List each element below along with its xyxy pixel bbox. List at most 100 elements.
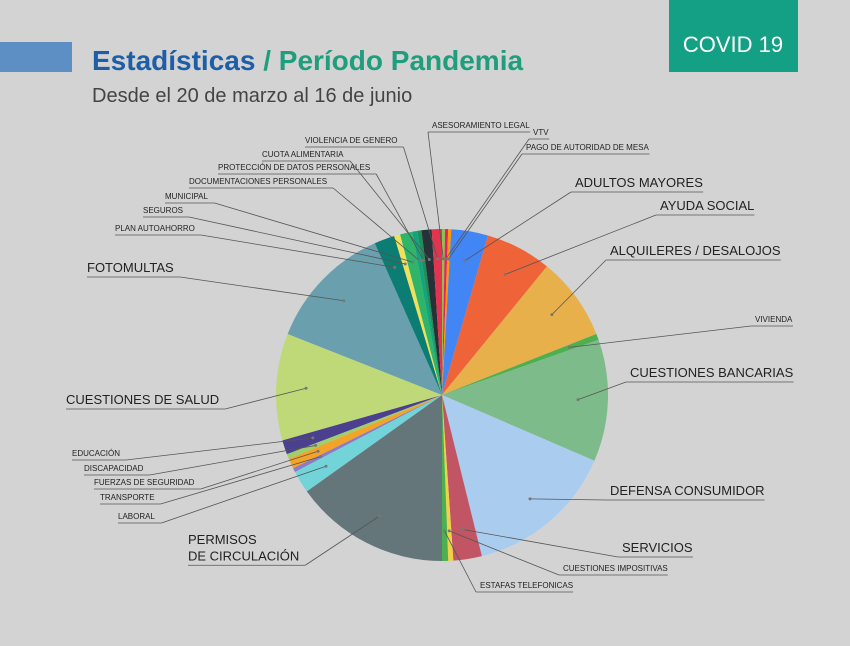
- leader-dot: [446, 257, 450, 261]
- slice-label: LABORAL: [118, 512, 155, 521]
- slice-label: CUOTA ALIMENTARIA: [262, 150, 344, 159]
- pie-slice: [442, 339, 608, 461]
- accent-bar: [0, 42, 72, 72]
- leader-dot: [436, 257, 440, 261]
- pie-slice: [442, 395, 482, 561]
- slice-label: AYUDA SOCIAL: [660, 198, 754, 213]
- leader-dot: [576, 398, 580, 402]
- slice-label: PROTECCIÓN DE DATOS PERSONALES: [218, 163, 370, 172]
- pie-slice: [286, 395, 442, 459]
- leader-dot: [319, 455, 323, 459]
- pie-slice: [294, 395, 442, 492]
- pie-slice: [442, 395, 454, 561]
- leader-line: [551, 259, 607, 315]
- leader-line: [375, 173, 424, 261]
- pie-slice: [442, 395, 449, 561]
- slice-label: FUERZAS DE SEGURIDAD: [94, 478, 195, 487]
- pie-slice: [442, 229, 449, 395]
- leader-line: [149, 445, 316, 476]
- leader-line: [160, 456, 321, 505]
- slice-label: DEFENSA CONSUMIDOR: [610, 483, 765, 498]
- pie-slice: [287, 243, 442, 395]
- pie-slice: [421, 229, 442, 395]
- title-main: Estadísticas: [92, 45, 255, 76]
- leader-dot: [421, 258, 425, 262]
- pie-slice: [442, 333, 599, 395]
- slice-label: VIVIENDA: [755, 315, 793, 324]
- pie-slice: [394, 234, 442, 395]
- leader-line: [332, 187, 420, 262]
- leader-line: [427, 131, 444, 259]
- leader-line: [529, 498, 607, 501]
- slice-label: ASESORAMIENTO LEGAL: [432, 121, 530, 130]
- slice-label: FOTOMULTAS: [87, 260, 174, 275]
- slice-label: CUESTIONES BANCARIAS: [630, 365, 794, 380]
- leader-line: [214, 202, 413, 263]
- leader-line: [403, 146, 439, 260]
- slice-label: DOCUMENTACIONES PERSONALES: [189, 177, 327, 186]
- slice-label: CUESTIONES DE SALUD: [66, 392, 219, 407]
- leader-dot: [342, 299, 346, 303]
- pie-slice: [293, 395, 442, 472]
- leader-dot: [304, 386, 308, 390]
- leader-line: [569, 325, 752, 348]
- pie-slice: [442, 229, 488, 395]
- title-rest: / Período Pandemia: [263, 45, 523, 76]
- leader-dot: [441, 257, 445, 261]
- slice-label: PERMISOS DE CIRCULACIÓN: [188, 532, 299, 563]
- pie-slice: [306, 395, 442, 561]
- leader-line: [200, 450, 319, 490]
- leader-dot: [568, 345, 572, 349]
- pie-slice: [374, 236, 442, 395]
- leader-dot: [550, 313, 554, 317]
- leader-line: [464, 191, 572, 262]
- pie-slice: [442, 235, 547, 395]
- slice-label: ADULTOS MAYORES: [575, 175, 703, 190]
- pie-slice: [442, 229, 446, 395]
- leader-dot: [427, 257, 431, 261]
- leader-line: [305, 515, 380, 566]
- slice-label: ESTAFAS TELEFONICAS: [480, 581, 573, 590]
- leader-dot: [314, 443, 318, 447]
- leader-line: [448, 153, 523, 260]
- leader-line: [504, 214, 657, 275]
- slice-label: DISCAPACIDAD: [84, 464, 144, 473]
- pie-slice: [442, 266, 597, 395]
- slice-label: VTV: [533, 128, 549, 137]
- leader-dot: [393, 265, 397, 269]
- pie-slice: [282, 395, 442, 455]
- leader-dot: [403, 262, 407, 266]
- pie-slice: [442, 229, 452, 395]
- leader-line: [349, 160, 430, 260]
- slice-label: PLAN AUTOAHORRO: [115, 224, 195, 233]
- pie-slice: [431, 229, 442, 395]
- leader-line: [188, 216, 406, 265]
- slice-label: ALQUILERES / DESALOJOS: [610, 243, 781, 258]
- slice-label: SERVICIOS: [622, 540, 693, 555]
- pie-slice: [412, 230, 442, 395]
- leader-dot: [503, 272, 507, 276]
- leader-line: [577, 381, 627, 401]
- leader-dot: [463, 259, 467, 263]
- leader-dot: [311, 436, 315, 440]
- leader-line: [449, 530, 560, 576]
- leader-dot: [418, 259, 422, 263]
- badge-text: COVID 19: [683, 32, 783, 57]
- leader-line: [200, 234, 395, 268]
- leader-dot: [411, 260, 415, 264]
- leader-line: [445, 138, 530, 260]
- slice-label: TRANSPORTE: [100, 493, 155, 502]
- slice-label: MUNICIPAL: [165, 192, 209, 201]
- leader-dot: [316, 449, 320, 453]
- pie-slice: [288, 395, 442, 469]
- leader-line: [225, 387, 307, 410]
- leader-dot: [443, 529, 447, 533]
- leader-dot: [378, 514, 382, 518]
- subtitle: Desde el 20 de marzo al 16 de junio: [92, 85, 412, 107]
- leader-line: [179, 276, 344, 302]
- slice-label: PAGO DE AUTORIDAD DE MESA: [526, 143, 650, 152]
- leader-dot: [461, 527, 465, 531]
- leader-line: [463, 529, 619, 558]
- chart-title: Estadísticas / Período Pandemia: [92, 45, 523, 76]
